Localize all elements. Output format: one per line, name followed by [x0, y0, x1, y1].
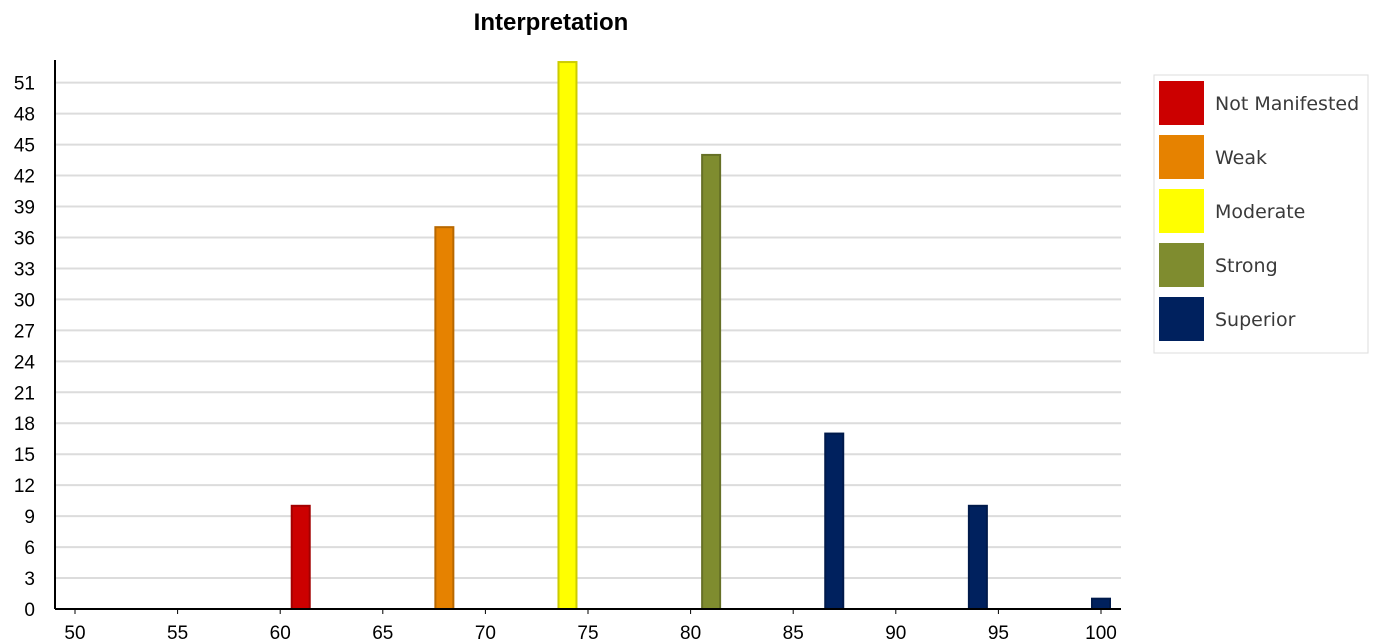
y-tick-label: 27: [14, 321, 35, 342]
bar-moderate: [557, 61, 578, 611]
y-tick-label: 51: [14, 74, 35, 95]
bar-not-manifested: [290, 504, 311, 610]
x-tick-label: 65: [372, 623, 393, 643]
x-axis-ticks: 50 55 60 65 70 75 80 85 90 95 100: [64, 609, 1117, 643]
bar-superior: [824, 432, 845, 610]
x-tick-label: 100: [1085, 623, 1117, 643]
y-tick-label: 15: [14, 445, 35, 466]
y-tick-label: 30: [14, 290, 35, 311]
y-tick-label: 36: [14, 228, 35, 249]
x-tick-label: 95: [988, 623, 1009, 643]
y-tick-label: 6: [24, 538, 35, 559]
legend-swatch-weak: [1159, 135, 1204, 179]
y-tick-label: 33: [14, 259, 35, 280]
legend-swatch-superior: [1159, 297, 1204, 341]
x-tick-label: 60: [270, 623, 291, 643]
bar-strong: [701, 153, 722, 610]
y-tick-label: 24: [14, 352, 36, 373]
bar-weak: [434, 226, 455, 610]
x-tick-label: 80: [680, 623, 701, 643]
legend-label-not-manifested: Not Manifested: [1215, 93, 1359, 115]
axes: [54, 60, 1121, 610]
x-tick-label: 85: [783, 623, 804, 643]
legend-label-weak: Weak: [1215, 147, 1267, 169]
x-tick-label: 75: [577, 623, 598, 643]
x-tick-label: 90: [885, 623, 906, 643]
x-tick-label: 55: [167, 623, 188, 643]
chart-title: Interpretation: [474, 9, 629, 36]
bars: [290, 61, 1111, 611]
x-tick-label: 50: [64, 623, 85, 643]
legend-label-superior: Superior: [1215, 309, 1296, 331]
legend-swatch-strong: [1159, 243, 1204, 287]
gridlines: [55, 81, 1121, 580]
y-tick-label: 0: [24, 600, 35, 621]
y-tick-label: 3: [24, 569, 35, 590]
y-tick-label: 42: [14, 167, 35, 188]
bar-superior: [967, 504, 988, 610]
y-tick-label: 39: [14, 198, 35, 219]
y-tick-label: 9: [24, 507, 35, 528]
bar-superior: [1091, 597, 1111, 610]
legend: Not Manifested Weak Moderate Strong Superior: [1153, 74, 1369, 354]
x-tick-label: 70: [475, 623, 496, 643]
legend-label-moderate: Moderate: [1215, 201, 1305, 223]
y-tick-label: 21: [14, 383, 35, 404]
y-tick-label: 48: [14, 105, 35, 126]
y-tick-label: 18: [14, 414, 35, 435]
legend-swatch-moderate: [1159, 189, 1204, 233]
legend-label-strong: Strong: [1215, 255, 1278, 277]
legend-swatch-not-manifested: [1159, 81, 1204, 125]
y-tick-label: 12: [14, 476, 35, 497]
y-tick-label: 45: [14, 136, 35, 157]
